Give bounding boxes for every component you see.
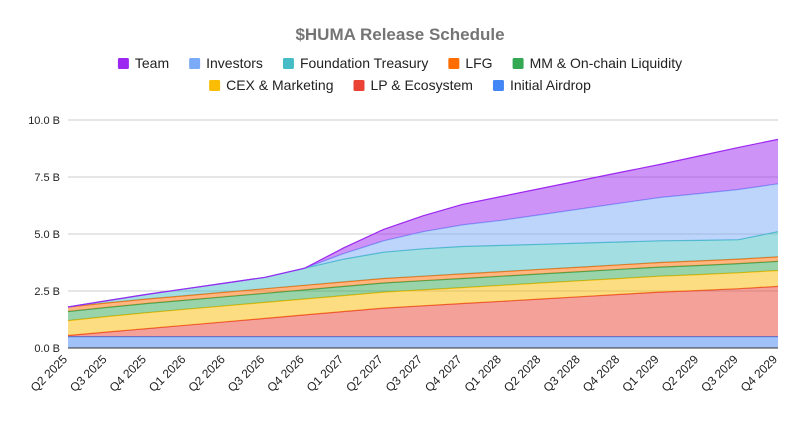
legend-swatch-team xyxy=(117,58,129,69)
y-tick-label: 10.0 B xyxy=(28,115,60,127)
chart-title: $HUMA Release Schedule xyxy=(295,25,504,44)
area-mm-on-chain-liquidity xyxy=(68,261,778,321)
area-lfg xyxy=(68,256,778,312)
x-tick-label: Q4 2025 xyxy=(107,352,150,395)
x-tick-label: Q3 2029 xyxy=(698,352,741,395)
area-foundation-treasury xyxy=(68,231,778,307)
legend-label-initial-airdrop: Initial Airdrop xyxy=(510,77,591,93)
area-cex-marketing xyxy=(68,270,778,336)
legend-label-lp-ecosystem: LP & Ecosystem xyxy=(370,77,472,93)
legend-swatch-foundation-treasury xyxy=(282,58,294,69)
x-tick-label: Q4 2029 xyxy=(738,352,781,395)
x-tick-label: Q1 2026 xyxy=(146,352,189,395)
area-team xyxy=(68,139,778,307)
line-team xyxy=(67,138,779,308)
legend-label-investors: Investors xyxy=(206,55,263,71)
x-tick-label: Q3 2025 xyxy=(67,352,110,395)
legend-label-mm-on-chain-liquidity: MM & On-chain Liquidity xyxy=(530,55,683,71)
legend-label-lfg: LFG xyxy=(465,55,492,71)
x-tick-label: Q1 2028 xyxy=(462,352,505,395)
x-tick-label: Q1 2027 xyxy=(304,352,347,395)
x-tick-label: Q2 2029 xyxy=(659,352,702,395)
x-tick-label: Q2 2026 xyxy=(185,352,228,395)
legend-swatch-cex-marketing xyxy=(209,80,221,91)
area-initial-airdrop xyxy=(68,336,778,348)
legend: Team Investors Foundation Treasury LFG MM & … xyxy=(117,55,683,93)
legend-swatch-mm-on-chain-liquidity xyxy=(512,58,524,69)
x-tick-label: Q1 2029 xyxy=(619,352,662,395)
legend-swatch-investors xyxy=(189,58,201,69)
x-tick-label: Q2 2028 xyxy=(501,352,544,395)
x-tick-label: Q4 2028 xyxy=(580,352,623,395)
area-lp-ecosystem xyxy=(68,286,778,337)
y-tick-label: 5.0 B xyxy=(34,229,60,241)
x-tick-label: Q3 2028 xyxy=(540,352,583,395)
area-investors xyxy=(68,183,778,307)
legend-swatch-initial-airdrop xyxy=(492,80,504,91)
legend-swatch-lfg xyxy=(448,58,460,69)
y-tick-label: 0.0 B xyxy=(34,343,60,355)
legend-label-foundation-treasury: Foundation Treasury xyxy=(300,55,428,71)
x-tick-label: Q2 2025 xyxy=(28,352,71,395)
x-tick-label: Q3 2026 xyxy=(225,352,268,395)
area-series xyxy=(67,138,779,348)
x-tick-label: Q2 2027 xyxy=(343,352,386,395)
legend-label-cex-marketing: CEX & Marketing xyxy=(226,77,333,93)
x-tick-label: Q3 2027 xyxy=(383,352,426,395)
y-tick-label: 2.5 B xyxy=(34,286,60,298)
x-tick-label: Q4 2027 xyxy=(422,352,465,395)
x-tick-label: Q4 2026 xyxy=(264,352,307,395)
y-tick-label: 7.5 B xyxy=(34,172,60,184)
legend-swatch-lp-ecosystem xyxy=(353,80,365,91)
legend-label-team: Team xyxy=(135,55,169,71)
